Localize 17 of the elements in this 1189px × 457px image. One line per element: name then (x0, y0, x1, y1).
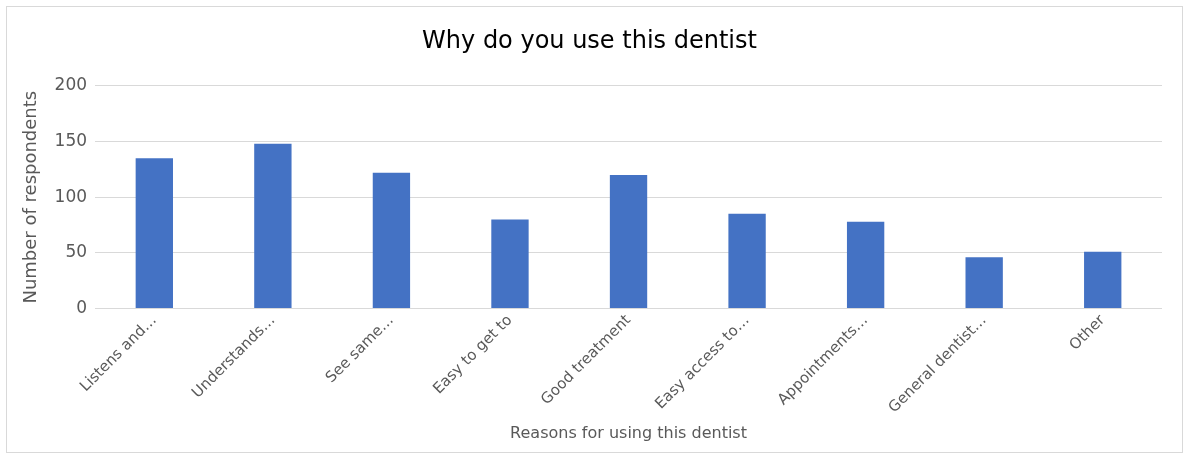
bar (135, 158, 173, 309)
bar (609, 174, 648, 309)
y-tick-label: 150 (54, 129, 88, 150)
bar (491, 219, 529, 309)
bar (846, 221, 885, 309)
y-tick-label: 200 (54, 74, 88, 95)
bar (372, 172, 411, 309)
x-axis-title: Reasons for using this dentist (510, 422, 747, 442)
bar (254, 143, 292, 309)
y-axis-title: Number of respondents (19, 90, 41, 304)
bar (1084, 251, 1122, 309)
y-tick-label: 100 (54, 185, 88, 206)
y-tick-label: 50 (65, 241, 88, 262)
bar (728, 213, 766, 309)
y-tick-label: 0 (76, 296, 88, 317)
chart-title: Why do you use this dentist (422, 25, 757, 54)
bar (965, 257, 1003, 309)
